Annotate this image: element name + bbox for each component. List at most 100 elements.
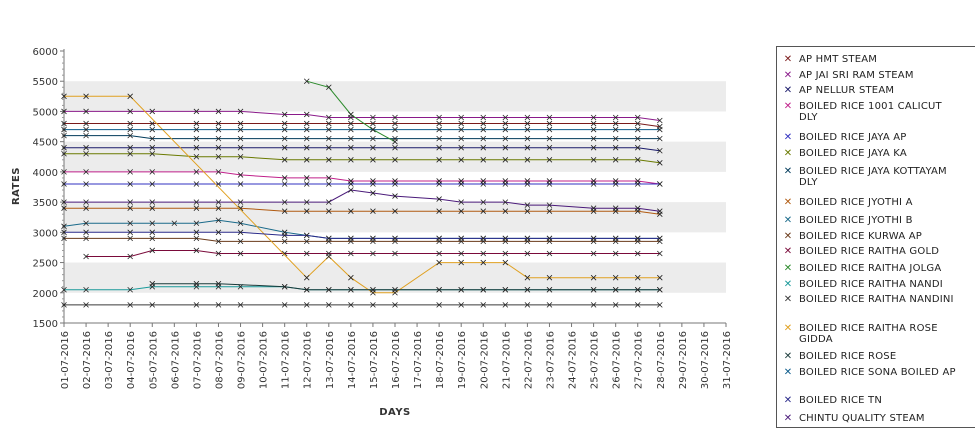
data-point [237,250,244,257]
data-point [348,302,354,308]
data-point [634,144,641,151]
data-point [61,199,67,205]
data-point [436,235,442,242]
data-point [61,132,67,139]
data-point [61,169,67,175]
data-point [502,199,509,205]
data-point [370,135,376,142]
data-point [215,120,222,127]
data-point [83,235,89,242]
legend-marker-icon: ✕ [783,132,793,143]
data-point [237,238,244,245]
data-point [436,250,442,257]
data-point [502,120,509,127]
data-point [127,150,133,157]
data-point [237,153,244,160]
data-point [634,181,641,187]
data-point [281,111,288,118]
data-point [127,229,133,236]
data-point [657,235,663,242]
data-point [657,302,663,308]
data-point [193,205,200,211]
data-point [215,108,222,115]
data-point [127,235,133,242]
data-point [546,126,553,133]
data-point [392,144,398,151]
x-tick-label: 10-07-2016 [259,331,270,389]
data-point [590,274,597,281]
data-point [458,114,464,121]
data-point [657,147,663,154]
series-7 [61,205,663,217]
series-16 [61,126,663,133]
legend-label: BOILED RICE RAITHA GOLD [799,246,940,257]
legend-marker-icon: ✕ [783,395,793,406]
data-point [237,199,244,205]
data-point [480,259,487,266]
x-tick-label: 12-07-2016 [303,331,314,389]
data-point [281,199,288,205]
series-17 [61,229,663,242]
data-point [281,250,288,257]
data-point [215,217,222,224]
data-point [590,302,597,308]
x-tick-label: 07-07-2016 [192,331,203,389]
data-point [590,135,597,142]
y-axis: 1500 2000 2500 3000 3500 4000 4500 5000 5500 6000 [33,47,65,330]
data-point [326,208,332,214]
data-point [281,302,288,308]
data-point [149,247,156,254]
data-point [524,250,531,257]
data-point [149,150,156,157]
data-point [657,135,663,142]
data-point [303,250,310,257]
data-point [458,135,464,142]
x-axis: 01-07-2016 02-07-2016 03-07-2016 04-07-2016… [60,322,733,389]
data-point [436,144,442,151]
data-point [546,274,553,281]
legend-marker-icon: ✕ [783,148,793,159]
data-point [524,274,531,281]
data-point [657,274,663,281]
data-point [634,135,641,142]
data-point [657,250,663,257]
data-point [546,286,553,293]
data-point [546,235,553,242]
data-point [502,250,509,257]
x-tick-label: 05-07-2016 [148,331,159,389]
data-point [657,286,663,293]
data-point [524,157,531,163]
data-point [326,120,332,127]
data-point [61,235,67,242]
series-5 [61,150,663,166]
data-point [149,302,156,308]
data-point [193,247,200,254]
legend-label: BOILED RICE JAYA KA [799,148,907,159]
legend-label: AP NELLUR STEAM [799,85,895,96]
data-point [127,120,133,127]
legend-marker-icon: ✕ [783,231,793,242]
data-point [612,135,619,142]
data-point [590,286,597,293]
series-1 [61,108,663,124]
data-point [502,135,509,142]
data-point [281,135,288,142]
data-point [634,157,641,163]
data-point [370,144,376,151]
legend-label: BOILED RICE JYOTHI B [799,215,913,226]
legend-marker-icon: ✕ [783,166,793,177]
data-point [348,126,354,133]
x-tick-label: 01-07-2016 [60,331,71,389]
data-point [634,126,641,133]
data-point [458,126,464,133]
data-point [193,302,200,308]
data-point [149,108,156,115]
data-point [436,208,442,214]
x-tick-label: 06-07-2016 [170,331,181,389]
data-point [458,250,464,257]
data-point [237,229,244,236]
grid-bands [64,81,726,293]
data-point [61,286,67,293]
x-tick-label: 09-07-2016 [237,331,248,389]
data-point [502,144,509,151]
